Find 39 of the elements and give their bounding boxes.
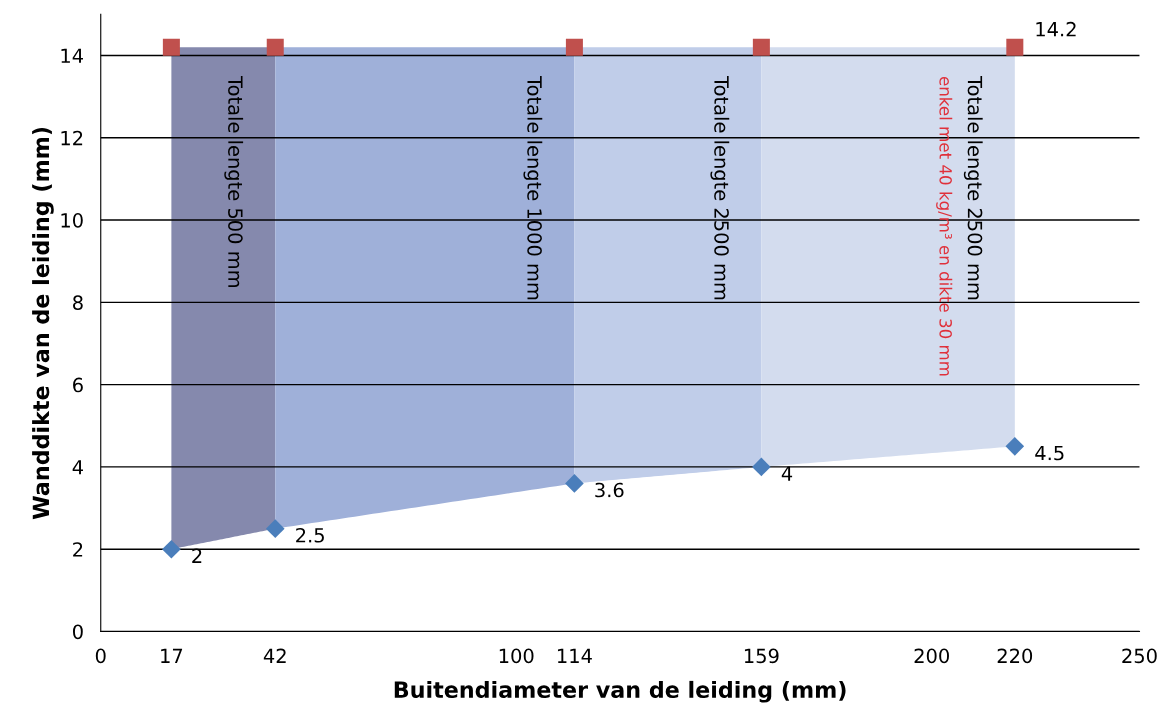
x-tick-label: 159: [744, 648, 779, 664]
y-tick-label: 0: [72, 624, 83, 640]
data-label: 14.2: [1036, 21, 1076, 37]
point: [752, 457, 771, 477]
data-label: 2.5: [296, 527, 324, 543]
y-tick-label: 10: [61, 213, 83, 228]
data-label: 3.6: [595, 482, 624, 498]
annotation: Totale lengte 2500 mm: [963, 75, 983, 300]
annotation: Totale lengte 2500 mm: [710, 75, 730, 300]
x-tick-label: 220: [997, 648, 1033, 664]
y-tick-label: 2: [73, 542, 83, 557]
point: [752, 38, 770, 56]
point: [565, 474, 584, 493]
y-axis-title: Wanddikte van de leiding (mm): [32, 127, 54, 520]
y-tick-label: 6: [73, 377, 83, 393]
annotation: Totale lengte 1000 mm: [523, 75, 543, 300]
y-tick-label: 12: [61, 130, 83, 146]
data-label: 4.5: [1035, 445, 1064, 461]
x-tick-label: 200: [914, 648, 949, 664]
x-tick-label: 17: [161, 648, 183, 663]
x-tick-label: 100: [499, 648, 534, 664]
x-tick-label: 0: [95, 648, 106, 664]
point: [162, 539, 181, 559]
annotation: Totale lengte 500 mm: [224, 75, 244, 287]
point: [162, 38, 180, 56]
point: [265, 519, 285, 538]
point: [1006, 38, 1024, 56]
point: [565, 38, 583, 56]
x-axis-title: Buitendiameter van de leiding (mm): [394, 680, 846, 703]
y-tick-label: 8: [73, 295, 83, 311]
y-tick-label: 14: [61, 48, 83, 63]
data-label: 4: [781, 466, 793, 481]
annotation: enkel met 40 kg/m³ en dikte 30 mm: [936, 76, 953, 376]
y-tick-label: 4: [72, 460, 83, 475]
point: [266, 38, 284, 56]
point: [1005, 437, 1025, 456]
x-tick-label: 42: [263, 648, 286, 663]
x-tick-label: 114: [557, 648, 592, 663]
x-tick-label: 250: [1122, 648, 1157, 664]
